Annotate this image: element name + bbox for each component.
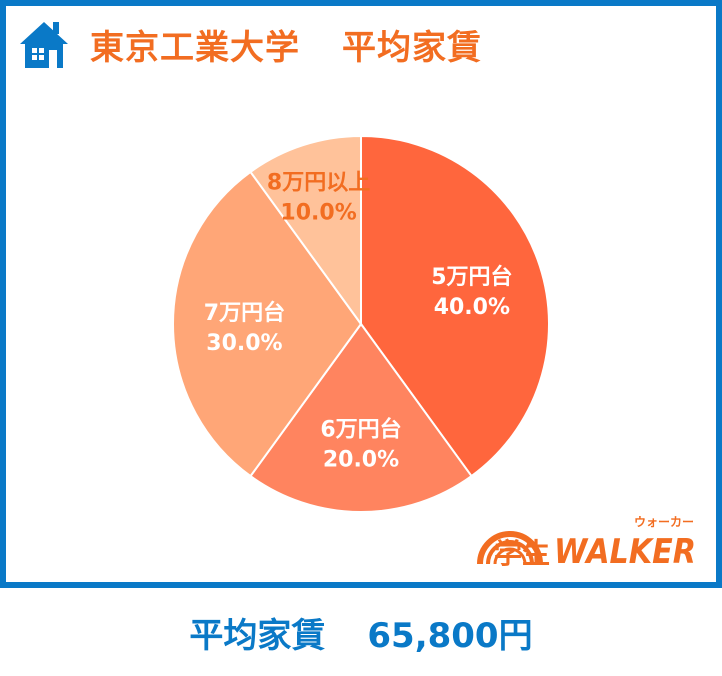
slice-category-label: 8万円以上 xyxy=(267,170,370,195)
slice-category-label: 6万円台 xyxy=(320,417,401,443)
summary-value: 65,800円 xyxy=(367,615,533,656)
logo-gakusei: 学生 xyxy=(494,537,550,568)
house-icon xyxy=(20,22,68,68)
gakusei-walker-logo: 学生 ウォーカー WALKER xyxy=(477,515,696,568)
title-subject: 平均家賃 xyxy=(342,27,482,68)
pie-chart: 5万円台 40.0% 6万円台 20.0% 7万円台 30.0% 8万円以上 10.0% xyxy=(172,134,550,513)
slice-category-label: 5万円台 xyxy=(431,264,512,290)
rainbow-arc-icon xyxy=(477,531,543,565)
university-name: 東京工業大学 xyxy=(90,27,300,68)
logo-walker: WALKER xyxy=(554,532,696,568)
page-header: 東京工業大学 平均家賃 xyxy=(18,14,482,74)
average-rent-summary: 平均家賃 65,800円 xyxy=(0,588,722,676)
logo-ruby: ウォーカー xyxy=(634,515,694,529)
slice-percent-label: 30.0% xyxy=(206,331,282,356)
slice-percent-label: 40.0% xyxy=(434,295,510,320)
slice-category-label: 7万円台 xyxy=(204,300,285,326)
pie-slice xyxy=(360,134,550,478)
slice-percent-label: 10.0% xyxy=(280,200,356,225)
page-title: 東京工業大学 平均家賃 xyxy=(90,20,482,69)
summary-label: 平均家賃 xyxy=(189,615,326,656)
pie-slice xyxy=(172,170,363,478)
pie-slice xyxy=(249,322,473,513)
pie-slice xyxy=(249,134,362,328)
slice-percent-label: 20.0% xyxy=(323,448,399,473)
